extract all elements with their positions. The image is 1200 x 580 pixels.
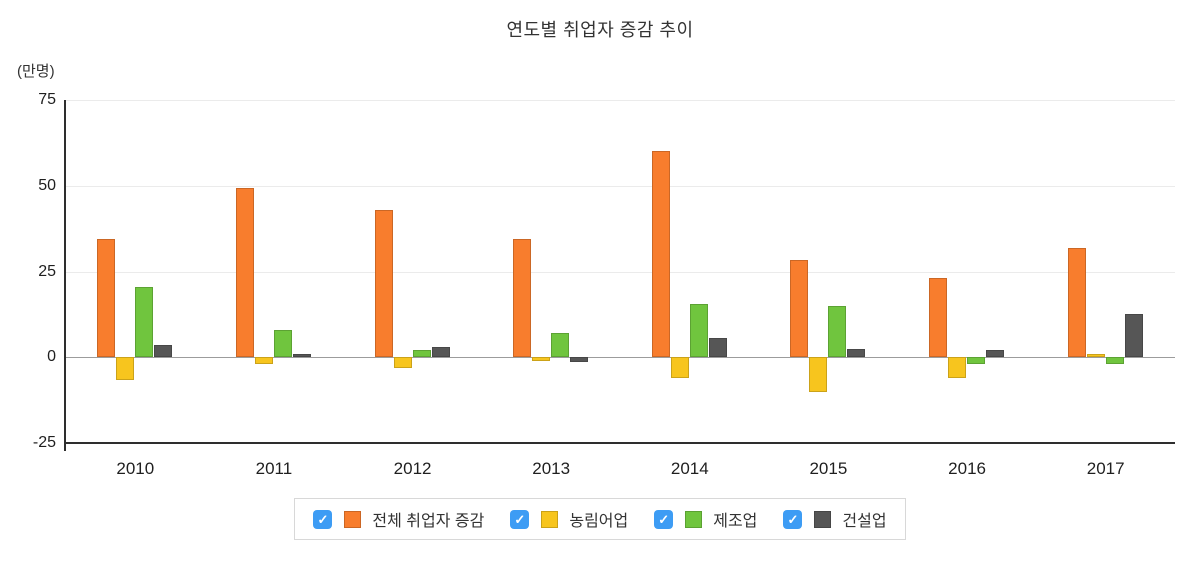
legend-item-manufacturing[interactable]: ✓ 제조업 <box>654 507 757 531</box>
chart-title: 연도별 취업자 증감 추이 <box>506 20 694 40</box>
zero-line <box>66 357 1175 359</box>
bar-manufacturing-2017 <box>1105 357 1124 365</box>
x-axis-tick-label-2010: 2010 <box>116 459 155 478</box>
x-axis-tick-label-2015: 2015 <box>809 459 848 478</box>
bar-agriculture-forestry-fishery-2014 <box>670 357 689 378</box>
bar-agriculture-forestry-fishery-2015 <box>809 357 828 392</box>
bar-total-employment-change-2015 <box>790 259 809 358</box>
legend-checkbox-construction[interactable]: ✓ <box>783 509 803 529</box>
y-axis-tick-label-75: 75 <box>38 91 56 108</box>
bar-agriculture-forestry-fishery-2013 <box>532 357 551 361</box>
x-axis-tick-label-2017: 2017 <box>1086 459 1125 478</box>
bar-total-employment-change-2016 <box>929 278 948 358</box>
bar-manufacturing-2016 <box>967 357 986 365</box>
bar-construction-2011 <box>292 353 311 358</box>
bar-total-employment-change-2010 <box>97 238 116 358</box>
legend-item-agriculture-forestry-fishery[interactable]: ✓ 농림어업 <box>510 507 628 531</box>
gridline-25 <box>66 271 1175 273</box>
legend-box: ✓ 전체 취업자 증감 ✓ 농림어업 ✓ 제조업 ✓ 건설업 <box>294 498 906 540</box>
bar-manufacturing-2013 <box>551 333 570 358</box>
bar-total-employment-change-2012 <box>374 209 393 358</box>
bar-construction-2015 <box>847 348 866 358</box>
bar-agriculture-forestry-fishery-2017 <box>1086 353 1105 358</box>
bar-agriculture-forestry-fishery-2010 <box>116 357 135 380</box>
y-axis-tick-label-25: 25 <box>38 262 56 280</box>
legend-swatch-agriculture-forestry-fishery <box>541 510 559 528</box>
bar-total-employment-change-2014 <box>651 151 670 358</box>
y-axis-tick-label-50: 50 <box>38 176 56 194</box>
bar-construction-2013 <box>570 357 589 363</box>
legend-swatch-manufacturing <box>685 510 703 528</box>
bar-total-employment-change-2013 <box>513 238 532 358</box>
legend-item-total-employment-change[interactable]: ✓ 전체 취업자 증감 <box>313 507 484 531</box>
legend-checkbox-manufacturing[interactable]: ✓ <box>654 509 674 529</box>
legend-item-construction[interactable]: ✓ 건설업 <box>783 507 887 531</box>
bar-manufacturing-2011 <box>273 329 292 358</box>
bar-agriculture-forestry-fishery-2012 <box>393 357 412 368</box>
x-axis-line <box>64 442 1175 444</box>
legend-checkbox-agriculture-forestry-fishery[interactable]: ✓ <box>510 509 530 529</box>
y-axis-tick-label-0: 0 <box>47 348 56 366</box>
y-axis-unit-label: (만명) <box>17 63 55 80</box>
x-axis-tick-label-2011: 2011 <box>255 459 293 478</box>
bar-construction-2014 <box>708 338 727 358</box>
legend-swatch-construction <box>814 510 832 528</box>
bar-agriculture-forestry-fishery-2011 <box>254 357 273 365</box>
legend-swatch-total-employment-change <box>344 510 362 528</box>
y-axis-tick-label--25: -25 <box>32 434 56 451</box>
bar-agriculture-forestry-fishery-2016 <box>948 357 967 378</box>
bar-construction-2012 <box>431 347 450 358</box>
gridline-50 <box>66 185 1175 187</box>
legend-checkbox-total-employment-change[interactable]: ✓ <box>313 509 333 529</box>
gridline-75 <box>66 100 1175 101</box>
x-axis-tick-label-2012: 2012 <box>393 459 432 478</box>
bar-construction-2016 <box>986 350 1005 358</box>
bar-total-employment-change-2017 <box>1067 247 1086 358</box>
bar-manufacturing-2012 <box>412 350 431 358</box>
bar-construction-2017 <box>1124 314 1143 358</box>
bar-manufacturing-2014 <box>689 304 708 358</box>
x-axis-tick-label-2013: 2013 <box>532 459 571 478</box>
bar-construction-2010 <box>154 345 173 358</box>
bar-total-employment-change-2011 <box>235 187 254 358</box>
legend: ✓ 전체 취업자 증감 ✓ 농림어업 ✓ 제조업 ✓ 건설업 <box>0 498 1200 540</box>
x-axis-tick-label-2014: 2014 <box>670 459 709 478</box>
bar-manufacturing-2015 <box>828 305 847 358</box>
x-axis-tick-label-2016: 2016 <box>948 459 986 478</box>
legend-label-manufacturing: 제조업 <box>713 513 758 530</box>
legend-label-total-employment-change: 전체 취업자 증감 <box>372 513 485 530</box>
legend-label-construction: 건설업 <box>842 513 887 530</box>
legend-label-agriculture-forestry-fishery: 농림어업 <box>569 513 629 530</box>
y-axis-line <box>64 100 66 451</box>
bar-manufacturing-2010 <box>135 286 154 358</box>
